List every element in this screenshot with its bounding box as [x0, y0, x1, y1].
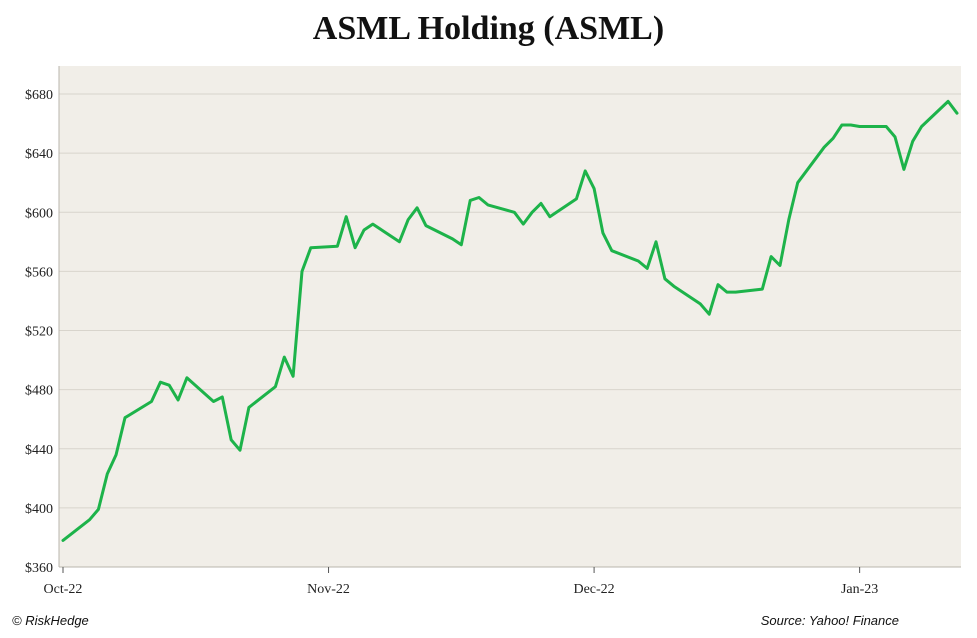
y-tick-label: $640	[25, 147, 53, 162]
x-tick-label: Jan-23	[841, 582, 878, 597]
series-line-asml	[61, 99, 959, 542]
y-tick-label: $440	[25, 443, 53, 458]
y-tick-label: $360	[25, 561, 53, 576]
x-tick-label: Nov-22	[307, 582, 350, 597]
plot-area	[59, 66, 961, 567]
source-note: Source: Yahoo! Finance	[760, 613, 899, 628]
y-tick-label: $520	[25, 325, 53, 340]
y-tick-label: $400	[25, 502, 53, 517]
x-tick-label: Oct-22	[44, 582, 83, 597]
tick-labels: $360 $400 $440 $480 $520 $560 $600 $640 $680 Oct-…	[25, 88, 878, 597]
y-tick-label: $480	[25, 384, 53, 399]
copyright-credit: © RiskHedge	[12, 613, 89, 628]
series-layer	[61, 99, 959, 542]
chart-title: ASML Holding (ASML)	[312, 10, 665, 47]
y-tick-label: $560	[25, 265, 53, 280]
x-tick-label: Dec-22	[573, 582, 614, 597]
y-tick-label: $600	[25, 206, 53, 221]
y-tick-label: $680	[25, 88, 53, 103]
axes	[58, 66, 961, 573]
